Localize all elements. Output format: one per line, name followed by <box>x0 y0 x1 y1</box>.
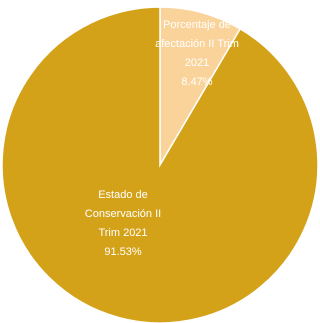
slice-label-line: 2021 <box>185 57 209 69</box>
slice-label-line: Porcentaje de <box>163 19 231 31</box>
pie-slice-0 <box>159 6 242 168</box>
slice-value-label: 8.47% <box>181 76 212 88</box>
slice-value-label: 91.53% <box>104 246 142 258</box>
slice-label-line: Conservación II <box>85 208 161 220</box>
slice-label-1: Estado de Conservación II Trim 2021 91.53% <box>85 189 161 258</box>
slice-label-line: Trim 2021 <box>98 227 147 239</box>
labels-layer: Porcentaje de afectación II Trim 2021 8.47%… <box>85 19 239 258</box>
slices-layer <box>1 6 319 323</box>
slice-label-line: Estado de <box>98 189 148 201</box>
slice-label-line: afectación II Trim <box>155 38 239 50</box>
slice-label-0: Porcentaje de afectación II Trim 2021 8.47% <box>155 19 239 88</box>
pie-slice-1 <box>1 6 319 323</box>
